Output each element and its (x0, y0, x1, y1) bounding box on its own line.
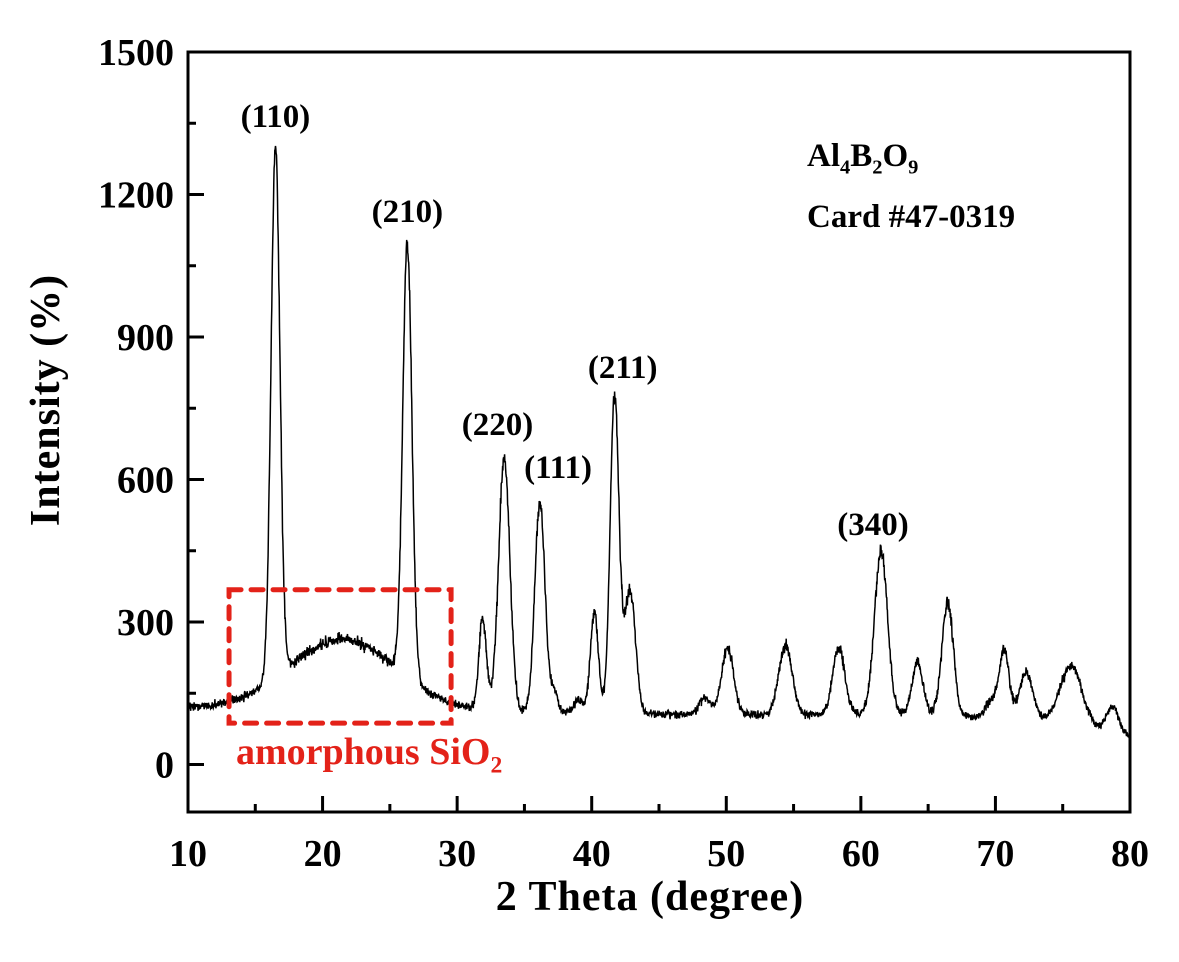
y-tick-label: 0 (155, 745, 174, 787)
x-tick-label: 70 (976, 833, 1014, 875)
y-tick-label: 300 (117, 602, 174, 644)
peak-label-111: (111) (524, 450, 592, 486)
peak-label-110: (110) (241, 99, 311, 135)
x-tick-label: 80 (1111, 833, 1149, 875)
y-tick-label: 900 (117, 317, 174, 359)
peak-label-340: (340) (837, 507, 908, 543)
y-tick-label: 600 (117, 460, 174, 502)
x-tick-label: 20 (304, 833, 342, 875)
xrd-trace (188, 145, 1130, 741)
y-tick-label: 1200 (98, 175, 174, 217)
card-number-label: Card #47-0319 (807, 199, 1016, 235)
x-tick-label: 30 (438, 833, 476, 875)
x-tick-label: 40 (573, 833, 611, 875)
x-tick-label: 60 (842, 833, 880, 875)
peak-label-210: (210) (372, 194, 443, 230)
x-tick-label: 50 (707, 833, 745, 875)
phase-formula-label: Al4B2O9 (807, 138, 919, 179)
x-axis-title: 2 Theta (degree) (495, 874, 805, 920)
y-tick-label: 1500 (98, 32, 174, 74)
peak-label-211: (211) (588, 350, 658, 386)
plot-frame (186, 50, 1132, 814)
x-tick-label: 10 (169, 833, 207, 875)
amorphous-sio2-label: amorphous SiO2 (236, 731, 503, 779)
amorphous-region-box (226, 587, 454, 726)
peak-label-220: (220) (462, 407, 533, 443)
y-axis-title: Intensity (%) (23, 273, 69, 527)
